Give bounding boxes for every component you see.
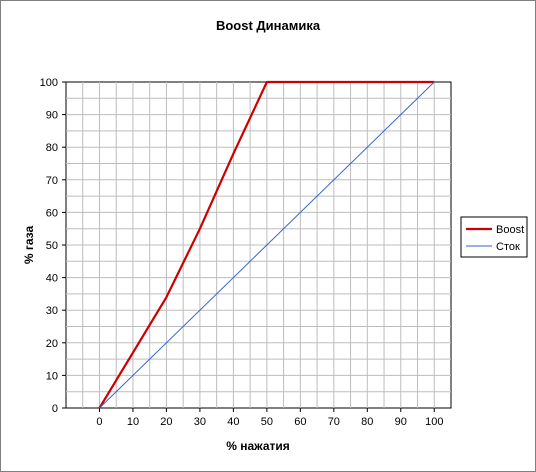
x-tick-label: 50 [261, 416, 273, 428]
y-tick-label: 10 [46, 370, 58, 382]
legend-label-stock: Сток [496, 241, 520, 253]
y-tick-label: 90 [46, 110, 58, 122]
x-tick-label: 20 [160, 416, 172, 428]
x-tick-label: 70 [328, 416, 340, 428]
y-tick-label: 60 [46, 207, 58, 219]
grid [66, 82, 451, 408]
x-tick-label: 60 [294, 416, 306, 428]
legend-label-boost: Boost [496, 224, 524, 236]
x-tick-label: 40 [227, 416, 239, 428]
series-layer [98, 80, 435, 409]
axis-ticks: 0 10 20 30 40 50 60 70 80 90 100 0 10 20 30 40 50 60 70 80 9… [40, 77, 444, 428]
x-tick-label: 0 [96, 416, 102, 428]
y-tick-label: 80 [46, 142, 58, 154]
y-tick-label: 100 [40, 77, 58, 89]
x-tick-label: 30 [194, 416, 206, 428]
y-tick-label: 50 [46, 240, 58, 252]
legend: Boost Сток [460, 216, 528, 258]
y-tick-label: 20 [46, 338, 58, 350]
series-line-stock [99, 81, 435, 409]
x-tick-label: 90 [395, 416, 407, 428]
y-axis-label: % газа [22, 226, 36, 265]
x-tick-label: 100 [425, 416, 443, 428]
y-tick-label: 30 [46, 305, 58, 317]
y-tick-label: 70 [46, 175, 58, 187]
y-tick-label: 40 [46, 273, 58, 285]
x-tick-label: 80 [361, 416, 373, 428]
legend-box [460, 216, 528, 258]
x-tick-label: 10 [127, 416, 139, 428]
y-tick-label: 0 [52, 403, 58, 415]
x-axis-label: % нажатия [226, 439, 290, 453]
series-line-boost [98, 80, 435, 409]
chart-title: Boost Динамика [216, 18, 321, 33]
